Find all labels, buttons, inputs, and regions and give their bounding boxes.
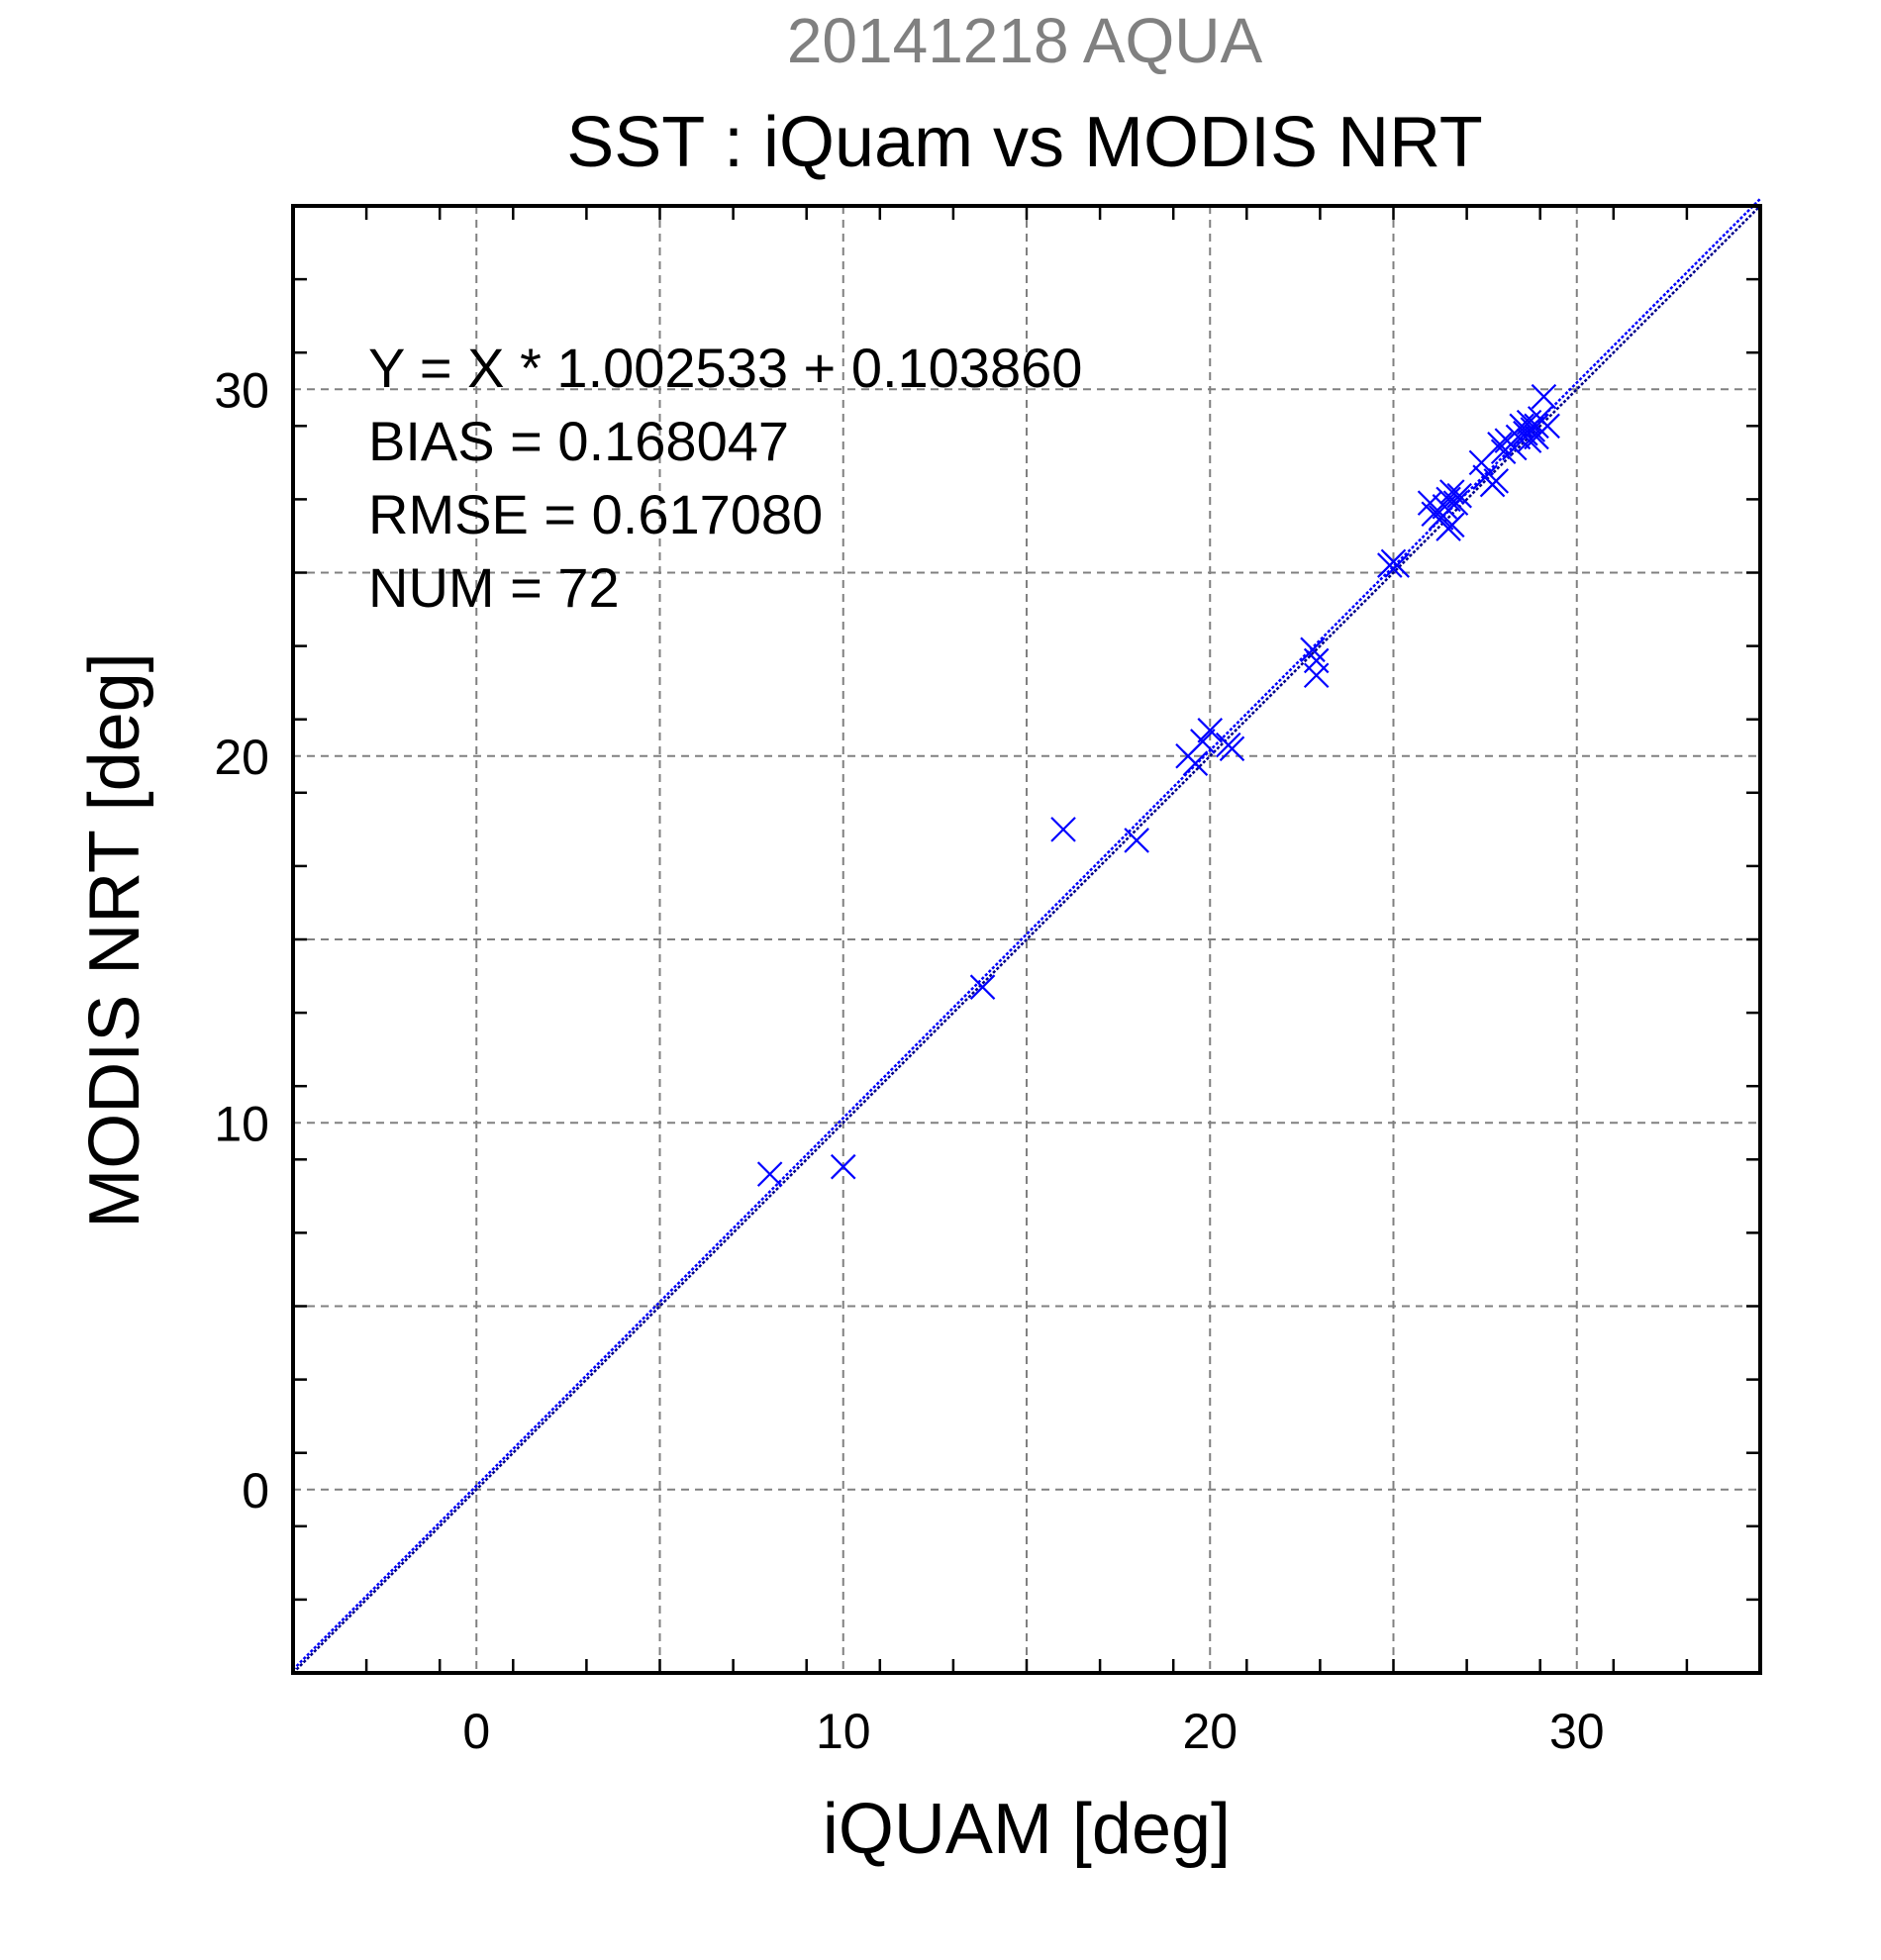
data-point [1531, 383, 1557, 410]
y-tick-labels: 0 10 20 30 [214, 362, 269, 1519]
chart-supertitle: 20141218 AQUA [787, 5, 1263, 76]
x-tick-label: 10 [816, 1704, 871, 1759]
y-tick-label: 10 [214, 1096, 269, 1151]
data-point [1524, 413, 1549, 440]
data-point [1384, 552, 1410, 578]
data-point [1516, 428, 1542, 453]
x-tick-label: 30 [1549, 1704, 1605, 1759]
x-tick-label: 0 [462, 1704, 490, 1759]
data-point [969, 974, 996, 1000]
chart-title: SST : iQuam vs MODIS NRT [566, 103, 1483, 182]
stat-bias: BIAS = 0.168047 [368, 410, 789, 472]
data-point [1197, 718, 1224, 743]
data-point [1483, 468, 1510, 494]
data-point [1303, 662, 1330, 689]
stat-regression: Y = X * 1.002533 + 0.103860 [368, 337, 1082, 399]
data-point [830, 1153, 856, 1180]
data-point [1439, 512, 1465, 539]
data-point [1219, 735, 1245, 762]
data-point [1446, 482, 1472, 509]
data-points-layer [756, 383, 1560, 1187]
x-axis-label: iQUAM [deg] [823, 1790, 1231, 1869]
y-tick-label: 20 [214, 730, 269, 785]
statistics-annotation: Y = X * 1.002533 + 0.103860 BIAS = 0.168… [368, 337, 1082, 619]
data-point [1182, 750, 1209, 776]
data-point [1487, 432, 1513, 457]
data-point [1124, 828, 1149, 853]
grid-layer [293, 206, 1760, 1673]
y-axis-label: MODIS NRT [deg] [75, 652, 154, 1228]
data-point [1050, 817, 1076, 842]
stat-num: NUM = 72 [368, 556, 620, 619]
x-tick-labels: 0 10 20 30 [462, 1704, 1604, 1759]
data-point [1442, 490, 1469, 516]
data-point [1534, 413, 1560, 440]
x-tick-label: 20 [1182, 1704, 1238, 1759]
data-point [1190, 729, 1216, 754]
data-point [756, 1161, 783, 1187]
plot-frame [291, 204, 1762, 1675]
y-tick-label: 30 [214, 362, 269, 418]
stat-rmse: RMSE = 0.617080 [368, 483, 823, 545]
y-tick-label: 0 [242, 1463, 269, 1519]
